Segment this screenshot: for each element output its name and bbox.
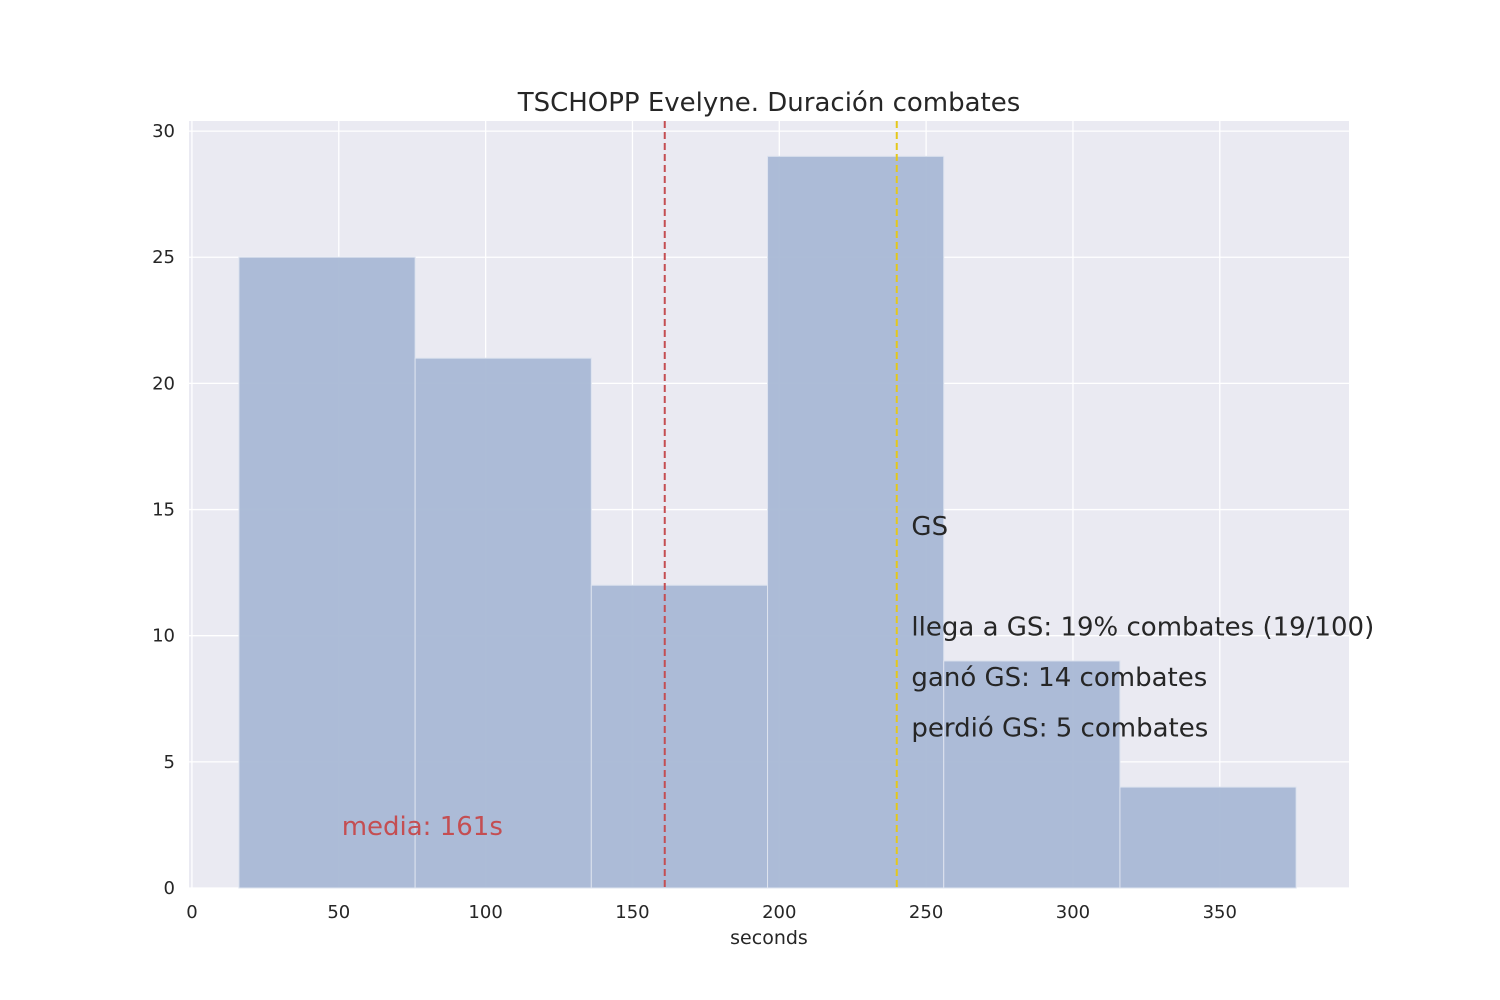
x-tick-label: 100 <box>468 902 502 923</box>
chart-title: TSCHOPP Evelyne. Duración combates <box>517 88 1021 118</box>
histogram-bar <box>767 155 945 889</box>
gs-annotation: llega a GS: 19% combates (19/100) <box>911 613 1374 643</box>
histogram-bar <box>943 660 1121 889</box>
histogram-bar <box>1119 786 1297 889</box>
y-tick-label: 10 <box>152 626 175 647</box>
histogram-bars <box>238 155 1297 889</box>
histogram-bar <box>414 357 592 889</box>
x-tick-label: 300 <box>1056 902 1090 923</box>
x-tick-label: 50 <box>327 902 350 923</box>
y-tick-label: 25 <box>152 247 175 268</box>
x-tick-label: 200 <box>762 902 796 923</box>
x-tick-label: 0 <box>186 902 197 923</box>
histogram-bar <box>238 256 416 889</box>
histogram-bar <box>590 584 769 889</box>
y-tick-label: 15 <box>152 500 175 521</box>
y-tick-label: 0 <box>164 878 175 899</box>
annotations: media: 161s GS llega a GS: 19% combates (1… <box>342 512 1375 842</box>
x-tick-label: 350 <box>1203 902 1237 923</box>
reference-lines <box>663 121 898 888</box>
x-tick-label: 250 <box>909 902 943 923</box>
x-axis-ticks: 0 50 100 150 200 250 300 350 <box>186 902 1237 923</box>
gs-annotation: perdió GS: 5 combates <box>911 714 1208 744</box>
mean-annotation: media: 161s <box>342 812 503 842</box>
y-tick-label: 30 <box>152 121 175 142</box>
y-tick-label: 20 <box>152 373 175 394</box>
x-axis-label: seconds <box>730 927 808 949</box>
y-tick-label: 5 <box>164 752 175 773</box>
gs-annotation: ganó GS: 14 combates <box>911 663 1207 693</box>
gs-annotation: GS <box>911 512 948 542</box>
y-axis-ticks: 0 5 10 15 20 25 30 <box>152 121 175 899</box>
x-tick-label: 150 <box>615 902 649 923</box>
